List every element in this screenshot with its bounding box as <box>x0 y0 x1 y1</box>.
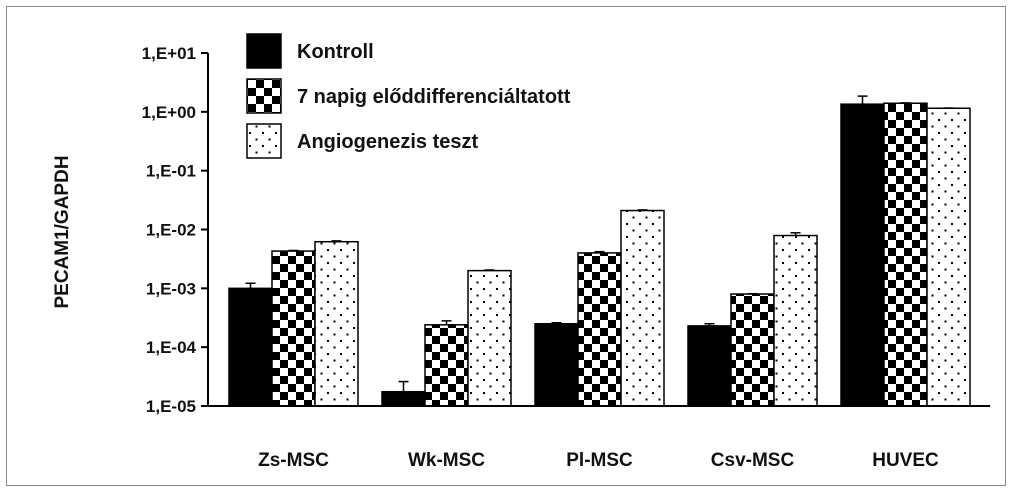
bar-csv-msc-dots <box>773 234 818 407</box>
legend-swatch-solid <box>246 33 282 69</box>
x-category-label: Csv-MSC <box>711 450 795 471</box>
bar-huvec-dots <box>926 107 971 407</box>
y-tick-label: 1,E+00 <box>142 103 196 122</box>
bar-huvec-checker <box>883 102 928 407</box>
legend-label: Angiogenezis teszt <box>297 131 478 153</box>
bars-group <box>208 95 990 407</box>
legend-label: 7 napig előddifferenciáltatott <box>297 86 571 108</box>
bar-pl-msc-dots <box>620 209 665 407</box>
bar-csv-msc-solid <box>687 325 732 407</box>
bar-zs-msc-checker <box>271 250 316 407</box>
x-axis-labels: Zs-MSC Wk-MSC Pl-MSC Csv-MSC HUVEC <box>258 450 939 471</box>
bar-csv-msc-checker <box>730 293 775 407</box>
bar-wk-msc-checker <box>424 324 469 407</box>
x-category-label: Wk-MSC <box>408 450 485 471</box>
y-tick-label: 1,E-01 <box>146 162 196 181</box>
legend-label: Kontroll <box>297 41 374 63</box>
bar-zs-msc-dots <box>314 240 359 407</box>
chart-frame <box>6 6 1006 486</box>
bar-pl-msc-solid <box>534 323 579 407</box>
bar-wk-msc-dots <box>467 269 512 407</box>
y-tick-label: 1,E-05 <box>146 397 196 416</box>
y-tick-label: 1,E-02 <box>146 221 196 240</box>
y-tick-label: 1,E-03 <box>146 279 196 298</box>
bar-wk-msc-solid <box>381 390 426 407</box>
x-category-label: HUVEC <box>872 450 939 471</box>
x-category-label: Pl-MSC <box>566 450 633 471</box>
legend-swatch-dots <box>246 123 282 159</box>
bar-huvec-solid <box>840 103 885 407</box>
y-axis: 1,E-05 1,E-04 1,E-03 1,E-02 1,E-01 1,E+00 1,E+… <box>142 44 209 416</box>
bar-zs-msc-solid <box>228 287 273 407</box>
x-category-label: Zs-MSC <box>258 450 329 471</box>
y-tick-label: 1,E+01 <box>142 44 196 63</box>
legend-swatch-checker <box>246 78 282 114</box>
legend: Kontroll 7 napig előddifferenciáltatott An… <box>246 33 571 159</box>
y-axis-title: PECAM1/GAPDH <box>52 155 73 308</box>
y-tick-label: 1,E-04 <box>146 338 197 357</box>
bar-pl-msc-checker <box>577 252 622 407</box>
